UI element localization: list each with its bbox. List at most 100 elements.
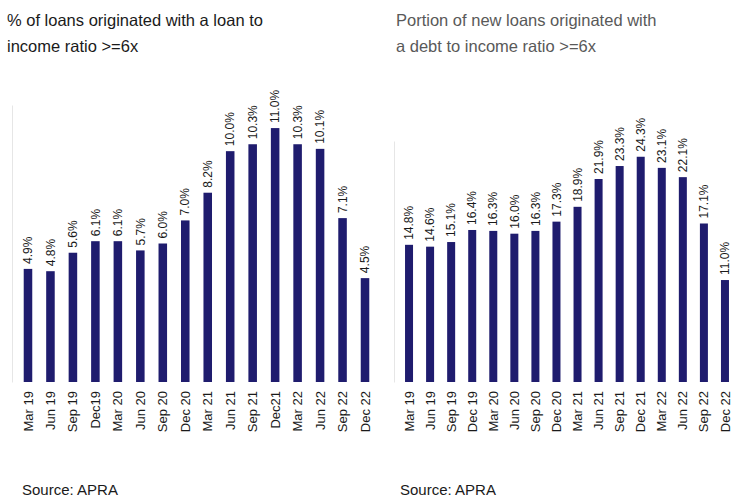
bar bbox=[24, 269, 33, 382]
bar bbox=[574, 207, 582, 382]
x-tick: Jun 19 bbox=[423, 391, 438, 430]
x-tick: Dec 21 bbox=[633, 391, 648, 432]
x-tick: Jun 22 bbox=[313, 391, 328, 430]
x-tick: Mar 22 bbox=[654, 391, 669, 431]
x-tick-label: Jun 20 bbox=[133, 391, 148, 430]
data-label: 7.0% bbox=[178, 188, 192, 216]
x-tick: Jun 19 bbox=[43, 391, 58, 430]
x-tick-label: Dec 20 bbox=[549, 391, 564, 432]
bar bbox=[616, 166, 624, 382]
data-label: 21.9% bbox=[592, 140, 606, 174]
data-label: 24.3% bbox=[634, 117, 648, 151]
x-tick: Jun 22 bbox=[675, 391, 690, 430]
x-tick: Dec 19 bbox=[465, 391, 480, 432]
x-tick: Mar 22 bbox=[290, 391, 305, 431]
data-label: 17.1% bbox=[697, 184, 711, 218]
x-tick-label: Dec 19 bbox=[465, 391, 480, 432]
y-axis bbox=[394, 142, 395, 383]
x-tick: Sep 22 bbox=[335, 391, 350, 432]
x-tick-label: Sep 19 bbox=[65, 391, 80, 432]
bar bbox=[114, 241, 123, 382]
x-tick: Sep 20 bbox=[155, 391, 170, 432]
data-label: 22.1% bbox=[676, 138, 690, 172]
x-tick: Dec 22 bbox=[718, 391, 733, 432]
x-tick: Mar 19 bbox=[21, 391, 36, 431]
bar bbox=[181, 220, 190, 382]
data-label: 7.1% bbox=[336, 185, 350, 213]
x-tick-label: Sep 22 bbox=[335, 391, 350, 432]
data-label: 10.3% bbox=[291, 105, 305, 139]
x-tick: Dec19 bbox=[88, 391, 103, 429]
data-label: 10.0% bbox=[223, 112, 237, 146]
bar bbox=[595, 179, 603, 382]
chart-panel: % of loans originated with a loan toinco… bbox=[7, 11, 373, 498]
data-label: 23.1% bbox=[655, 129, 669, 163]
x-axis: Mar 19 Jun 19 Sep 19 Dec 19 Mar 20 Jun 20 Sep … bbox=[402, 391, 733, 432]
data-label: 11.0% bbox=[268, 90, 282, 123]
bar bbox=[405, 245, 413, 382]
data-label: 4.5% bbox=[358, 245, 372, 273]
data-label: 6.0% bbox=[156, 211, 170, 239]
bar bbox=[91, 241, 100, 382]
bar bbox=[69, 253, 78, 382]
bar bbox=[361, 278, 370, 382]
bar bbox=[293, 144, 302, 382]
data-label: 10.1% bbox=[313, 110, 327, 144]
data-label: 16.4% bbox=[465, 191, 479, 225]
data-label: 6.1% bbox=[89, 209, 103, 237]
x-tick-label: Jun 21 bbox=[223, 391, 238, 430]
x-tick-label: Jun 19 bbox=[423, 391, 438, 430]
bar bbox=[658, 168, 666, 382]
bar bbox=[136, 250, 145, 382]
x-tick: Dec21 bbox=[268, 391, 283, 429]
bar bbox=[552, 222, 560, 382]
x-tick-label: Mar 20 bbox=[486, 391, 501, 431]
bar bbox=[679, 177, 687, 382]
x-tick: Jun 21 bbox=[591, 391, 606, 430]
x-tick-label: Mar 19 bbox=[21, 391, 36, 431]
y-axis-line bbox=[12, 106, 13, 383]
x-tick: Dec 20 bbox=[178, 391, 193, 432]
data-label: 11.0% bbox=[718, 242, 732, 275]
x-tick-label: Jun 19 bbox=[43, 391, 58, 430]
x-tick-label: Jun 22 bbox=[675, 391, 690, 430]
data-label: 14.6% bbox=[423, 207, 437, 241]
x-tick-label: Jun 20 bbox=[507, 391, 522, 430]
data-labels: 14.8%14.6%15.1%16.4%16.3%16.0%16.3%17.3%… bbox=[402, 117, 732, 275]
x-tick-label: Sep 21 bbox=[245, 391, 260, 432]
x-tick: Dec 22 bbox=[358, 391, 373, 432]
x-tick-label: Dec 22 bbox=[718, 391, 733, 432]
bar bbox=[248, 144, 257, 382]
x-tick-label: Sep 20 bbox=[528, 391, 543, 432]
x-tick: Jun 20 bbox=[133, 391, 148, 430]
data-label: 5.6% bbox=[66, 220, 80, 248]
x-tick: Sep 19 bbox=[65, 391, 80, 432]
data-label: 16.3% bbox=[529, 192, 543, 226]
bar bbox=[46, 271, 55, 382]
data-label: 18.9% bbox=[571, 167, 585, 201]
bar bbox=[700, 223, 708, 382]
y-axis-line bbox=[394, 142, 395, 383]
x-tick-label: Sep 19 bbox=[444, 391, 459, 432]
x-tick: Dec 20 bbox=[549, 391, 564, 432]
x-tick: Mar 21 bbox=[200, 391, 215, 431]
data-label: 14.8% bbox=[402, 205, 416, 239]
x-tick-label: Dec 21 bbox=[633, 391, 648, 432]
x-tick-label: Mar 20 bbox=[110, 391, 125, 431]
bar bbox=[510, 234, 518, 382]
x-tick-label: Dec 22 bbox=[358, 391, 373, 432]
bar bbox=[203, 193, 212, 382]
x-tick-label: Sep 22 bbox=[696, 391, 711, 432]
y-axis bbox=[12, 106, 13, 383]
bar bbox=[159, 244, 168, 383]
bar bbox=[226, 151, 235, 382]
bar bbox=[531, 231, 539, 382]
x-tick-label: Mar 19 bbox=[402, 391, 417, 431]
x-tick: Sep 22 bbox=[696, 391, 711, 432]
x-tick: Jun 21 bbox=[223, 391, 238, 430]
data-label: 10.3% bbox=[246, 105, 260, 139]
bar bbox=[447, 242, 455, 382]
data-label: 6.1% bbox=[111, 209, 125, 237]
bar bbox=[637, 157, 645, 382]
x-tick-label: Mar 22 bbox=[290, 391, 305, 431]
